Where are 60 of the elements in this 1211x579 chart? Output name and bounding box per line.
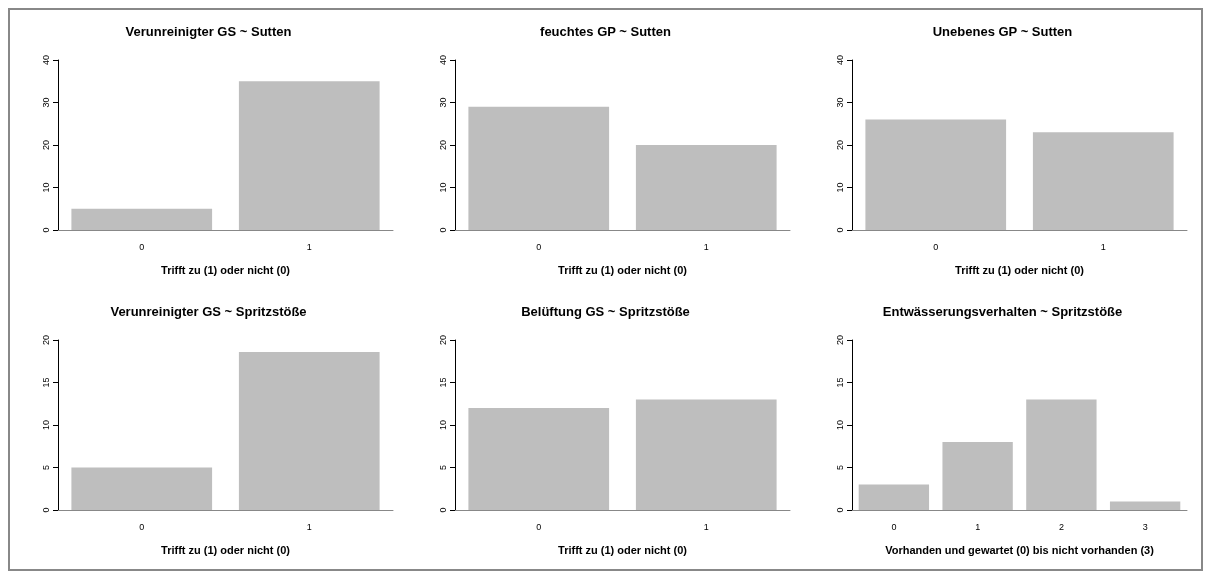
chart-title: Verunreinigter GS ~ Sutten bbox=[125, 24, 292, 39]
x-axis-title: Trifft zu (1) oder nicht (0) bbox=[161, 263, 291, 276]
x-tick-label: 0 bbox=[536, 521, 542, 531]
bar bbox=[1026, 399, 1097, 510]
chart-title: Unebenes GP ~ Sutten bbox=[932, 24, 1073, 39]
y-tick-label: 40 bbox=[437, 54, 448, 66]
y-tick-label: 20 bbox=[437, 334, 448, 345]
y-tick-label: 0 bbox=[40, 227, 51, 233]
y-tick-label: 20 bbox=[834, 334, 845, 345]
y-tick-label: 15 bbox=[437, 376, 448, 388]
x-tick-label: 1 bbox=[1100, 241, 1106, 252]
x-tick-label: 1 bbox=[306, 521, 312, 531]
x-tick-label: 1 bbox=[703, 241, 709, 252]
bar bbox=[942, 441, 1013, 510]
x-tick-label: 1 bbox=[703, 521, 709, 531]
x-tick-label: 1 bbox=[975, 521, 981, 531]
chart-title: Entwässerungsverhalten ~ Spritzstöße bbox=[882, 303, 1123, 319]
x-axis-title: Trifft zu (1) oder nicht (0) bbox=[955, 263, 1085, 276]
y-tick-label: 5 bbox=[437, 464, 448, 470]
y-tick-label: 20 bbox=[40, 139, 51, 151]
y-tick-label: 30 bbox=[40, 97, 51, 108]
x-tick-label: 0 bbox=[536, 241, 542, 252]
x-tick-label: 0 bbox=[139, 521, 145, 531]
chart-title: feuchtes GP ~ Sutten bbox=[540, 24, 671, 39]
y-tick-label: 30 bbox=[834, 97, 845, 108]
x-axis-title: Trifft zu (1) oder nicht (0) bbox=[161, 543, 291, 555]
y-tick-label: 5 bbox=[834, 464, 845, 470]
x-axis-title: Trifft zu (1) oder nicht (0) bbox=[558, 543, 688, 555]
y-tick-label: 10 bbox=[40, 182, 51, 193]
x-axis-title: Trifft zu (1) oder nicht (0) bbox=[558, 263, 688, 276]
y-tick-label: 10 bbox=[834, 182, 845, 193]
y-tick-label: 30 bbox=[437, 97, 448, 108]
y-tick-label: 20 bbox=[437, 139, 448, 151]
y-tick-label: 20 bbox=[40, 334, 51, 345]
y-tick-label: 0 bbox=[437, 506, 448, 513]
y-tick-label: 0 bbox=[437, 227, 448, 233]
x-tick-label: 3 bbox=[1142, 521, 1148, 531]
bar bbox=[858, 484, 930, 510]
y-tick-label: 15 bbox=[834, 376, 845, 388]
y-tick-label: 0 bbox=[834, 506, 845, 513]
y-tick-label: 10 bbox=[437, 182, 448, 193]
chart-title: Belüftung GS ~ Spritzstöße bbox=[521, 303, 690, 319]
chart-title: Verunreinigter GS ~ Spritzstöße bbox=[110, 303, 307, 319]
y-tick-label: 0 bbox=[834, 227, 845, 233]
y-tick-label: 20 bbox=[834, 139, 845, 151]
y-tick-label: 10 bbox=[437, 419, 448, 430]
x-tick-label: 1 bbox=[306, 241, 312, 252]
y-tick-label: 0 bbox=[40, 506, 51, 513]
y-tick-label: 40 bbox=[40, 54, 51, 66]
y-tick-label: 40 bbox=[834, 54, 845, 66]
x-axis-title: Vorhanden und gewartet (0) bis nicht vorhanden (3) bbox=[885, 543, 1155, 555]
x-tick-label: 0 bbox=[891, 521, 897, 531]
y-tick-label: 10 bbox=[40, 419, 51, 430]
x-tick-label: 0 bbox=[139, 241, 145, 252]
y-tick-label: 15 bbox=[40, 376, 51, 388]
x-tick-label: 2 bbox=[1058, 521, 1064, 531]
x-tick-label: 0 bbox=[933, 241, 939, 252]
bar bbox=[1109, 501, 1181, 510]
y-tick-label: 5 bbox=[40, 464, 51, 470]
y-tick-label: 10 bbox=[834, 419, 845, 430]
